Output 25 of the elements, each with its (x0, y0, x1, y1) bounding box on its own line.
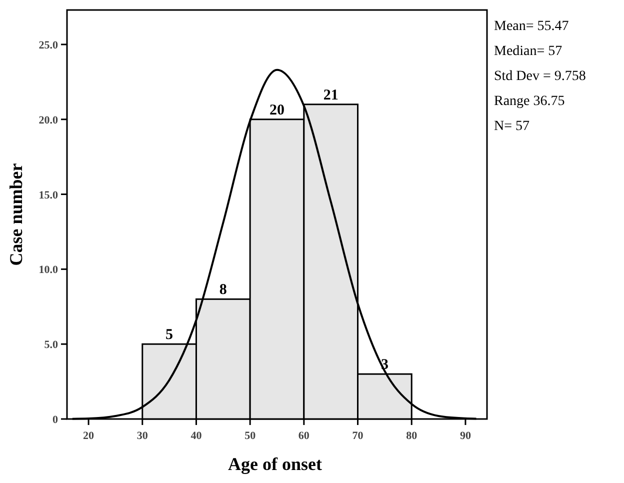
data-label: 8 (219, 282, 227, 298)
y-axis-title: Case number (6, 163, 26, 266)
data-label: 21 (323, 87, 338, 104)
x-tick-label: 50 (244, 430, 256, 442)
y-tick-label: 20.0 (38, 114, 58, 126)
x-tick-label: 30 (136, 430, 148, 442)
x-tick-label: 20 (83, 430, 95, 442)
y-tick-label: 15.0 (38, 189, 58, 202)
y-tick-label: 0 (52, 414, 58, 426)
y-tick-label: 5.0 (44, 339, 58, 352)
x-tick-label: 40 (190, 430, 202, 442)
data-label: 20 (270, 102, 284, 118)
x-tick-label: 60 (298, 430, 310, 442)
y-tick-label: 25.0 (38, 39, 58, 52)
x-tick-label: 70 (352, 430, 364, 442)
text: Range 36.75 (494, 94, 565, 109)
x-axis-title: Age of onset (228, 454, 322, 474)
text: Median= 57 (494, 44, 562, 59)
text: Std Dev = 9.758 (494, 69, 586, 84)
text: Mean= 55.47 (494, 19, 569, 34)
text: N= 57 (494, 119, 530, 134)
x-tick-label: 80 (406, 430, 418, 442)
y-tick-label: 10.0 (38, 264, 58, 276)
data-label: 5 (166, 327, 174, 344)
x-tick-label: 90 (460, 430, 472, 442)
